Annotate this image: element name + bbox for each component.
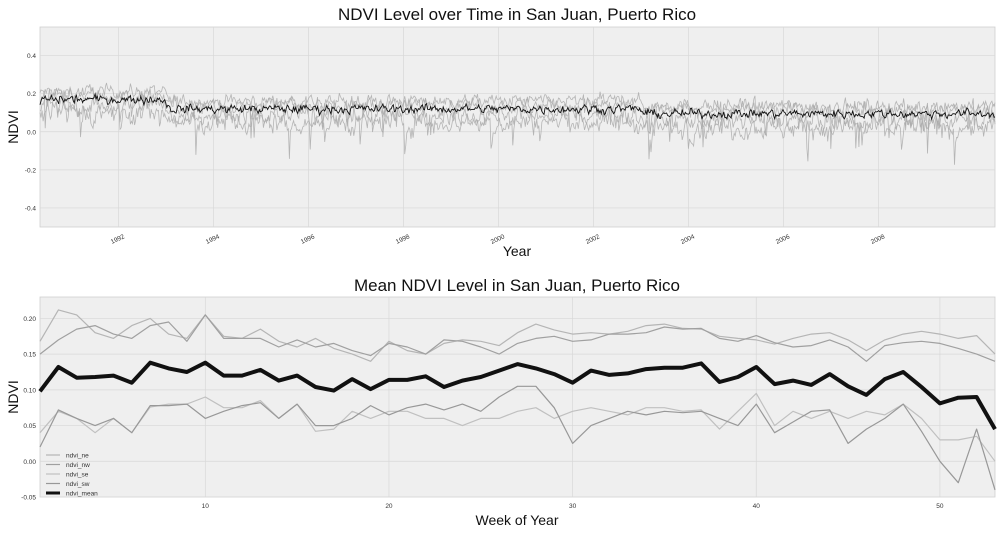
- bottom-grid: [40, 297, 995, 498]
- bottom-legend: ndvi_ne ndvi_nw ndvi_se ndvi_sw ndvi_mean: [46, 452, 98, 497]
- top-x-tick-label: 2004: [680, 233, 696, 246]
- top-y-tick-label: 0.4: [27, 53, 36, 60]
- legend-label-ndvi_se: ndvi_se: [66, 471, 89, 478]
- top-y-tick-label: 0.0: [27, 129, 36, 136]
- bottom-y-axis-label: NDVI: [5, 380, 21, 413]
- bottom-series-line-ndvi_mean: [38, 360, 997, 431]
- bottom-x-tick-label: 20: [385, 503, 393, 510]
- bottom-series-line-ndvi_se: [39, 392, 996, 462]
- bottom-y-tick-label: 0.15: [23, 352, 36, 359]
- top-y-tick-label: -0.4: [25, 205, 37, 212]
- top-y-axis-label: NDVI: [5, 110, 21, 143]
- bottom-y-tick-label: -0.05: [21, 495, 36, 502]
- bottom-x-tick-label: 10: [202, 503, 210, 510]
- bottom-y-ticks: -0.05 0.00 0.05 0.10 0.15 0.20: [21, 316, 36, 502]
- top-x-tick-label: 1992: [110, 233, 126, 246]
- top-y-tick-label: 0.2: [27, 91, 36, 98]
- bottom-chart: 10 20 30 40 50 -0.05 0.00 0.05 0.10 0.15 0.20 ndv…: [5, 276, 997, 528]
- top-series-group: [39, 82, 996, 165]
- bottom-series-line-ndvi_sw: [39, 385, 996, 491]
- legend-label-ndvi_nw: ndvi_nw: [66, 462, 90, 469]
- top-x-tick-label: 1998: [395, 233, 411, 246]
- bottom-x-axis-label: Week of Year: [475, 512, 558, 528]
- top-series-line-ndvi_sw: [39, 91, 996, 165]
- top-series-line-ndvi_mean: [39, 92, 996, 121]
- top-x-tick-label: 1996: [300, 233, 316, 246]
- top-x-tick-label: 2006: [775, 233, 791, 246]
- top-x-tick-label: 2008: [870, 233, 886, 246]
- bottom-y-tick-label: 0.00: [23, 459, 36, 466]
- top-grid: [40, 27, 995, 227]
- bottom-plot-area: [39, 296, 996, 498]
- legend-label-ndvi_mean: ndvi_mean: [66, 490, 98, 497]
- bottom-y-tick-label: 0.10: [23, 387, 36, 394]
- top-x-tick-label: 2002: [585, 233, 601, 246]
- bottom-x-tick-label: 40: [753, 503, 761, 510]
- bottom-y-tick-label: 0.20: [23, 316, 36, 323]
- top-y-ticks: -0.4 -0.2 0.0 0.2 0.4: [25, 53, 37, 212]
- top-chart-title: NDVI Level over Time in San Juan, Puerto…: [338, 5, 696, 24]
- top-chart: 1992 1994 1996 1998 2000 2002 2004 2006 2008 -0.…: [5, 5, 996, 259]
- bottom-x-tick-label: 30: [569, 503, 577, 510]
- top-x-tick-label: 1994: [205, 233, 221, 246]
- top-x-ticks: 1992 1994 1996 1998 2000 2002 2004 2006 2008: [110, 233, 887, 246]
- bottom-chart-title: Mean NDVI Level in San Juan, Puerto Rico: [354, 276, 680, 295]
- top-x-axis-label: Year: [503, 243, 532, 259]
- bottom-x-tick-label: 50: [936, 503, 944, 510]
- bottom-series-group: [38, 309, 997, 491]
- bottom-y-tick-label: 0.05: [23, 423, 36, 430]
- legend-label-ndvi_ne: ndvi_ne: [66, 452, 89, 459]
- top-y-tick-label: -0.2: [25, 167, 37, 174]
- top-series-line-ndvi_nw: [39, 85, 996, 149]
- top-series-line-ndvi_se: [39, 92, 996, 162]
- legend-label-ndvi_sw: ndvi_sw: [66, 481, 90, 488]
- bottom-series-line-ndvi_nw: [39, 314, 996, 362]
- bottom-x-ticks: 10 20 30 40 50: [202, 503, 944, 510]
